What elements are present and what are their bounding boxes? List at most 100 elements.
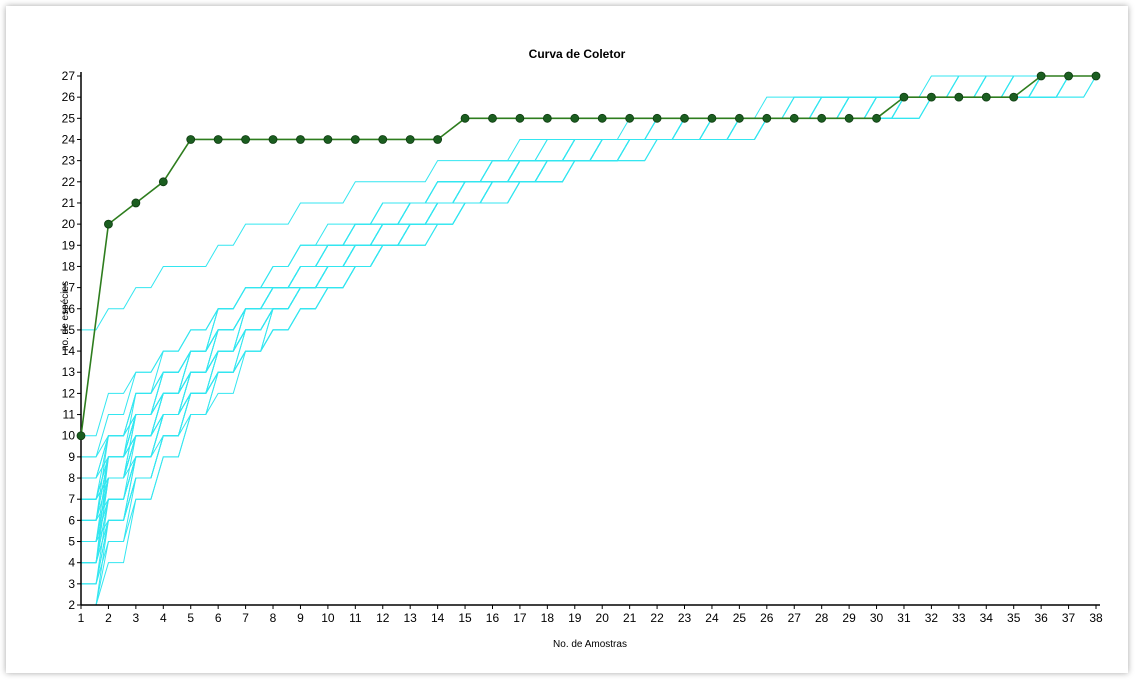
random-curve-line <box>81 75 1096 606</box>
y-tick-label: 21 <box>62 196 76 210</box>
main-series-point <box>350 135 360 144</box>
y-tick-label: 2 <box>68 598 75 612</box>
x-tick-label: 32 <box>925 611 939 625</box>
y-tick-label: 15 <box>62 323 76 337</box>
main-series-point <box>817 113 827 123</box>
random-curve-line <box>81 75 1096 479</box>
main-series-point <box>844 113 854 123</box>
random-curve-line <box>81 75 1096 564</box>
random-curve-line <box>81 75 1096 458</box>
random-curve-line <box>81 75 1096 606</box>
x-tick-label: 2 <box>105 611 112 625</box>
y-tick-label: 9 <box>68 450 75 464</box>
y-tick-label: 12 <box>62 386 76 400</box>
main-series-point <box>680 113 689 123</box>
x-tick-label: 23 <box>678 611 692 625</box>
main-series-point <box>158 177 168 187</box>
x-tick-label: 25 <box>733 611 747 625</box>
x-tick-label: 8 <box>270 611 277 625</box>
main-series-point <box>186 135 196 144</box>
x-tick-label: 37 <box>1062 611 1076 625</box>
x-tick-label: 19 <box>568 611 582 625</box>
random-curve-line <box>81 75 1096 521</box>
main-series-line <box>80 75 1096 436</box>
x-tick-label: 11 <box>349 611 362 625</box>
random-curve-line <box>81 75 1097 564</box>
main-series-point <box>1036 71 1046 81</box>
y-tick-label: 18 <box>62 259 76 273</box>
x-tick-label: 27 <box>788 611 802 625</box>
main-series-point <box>1009 92 1019 102</box>
random-curve-line <box>81 75 1096 564</box>
x-tick-label: 17 <box>513 611 527 625</box>
x-tick-label: 22 <box>650 611 664 625</box>
main-series-point <box>131 198 141 208</box>
main-series-point <box>762 113 772 123</box>
main-series-point <box>981 92 991 102</box>
y-tick-label: 3 <box>68 577 75 591</box>
main-series-layer <box>76 71 1101 441</box>
x-tick-label: 1 <box>78 611 85 625</box>
main-series-point <box>927 92 936 102</box>
main-series-point <box>954 92 964 102</box>
y-tick-label: 4 <box>68 556 75 570</box>
random-curve-line <box>81 75 1096 479</box>
x-tick-label: 10 <box>321 611 335 625</box>
main-series-point <box>460 113 470 123</box>
x-tick-label: 12 <box>376 611 390 625</box>
main-series-point <box>542 113 552 123</box>
main-series-point <box>872 113 881 123</box>
x-tick-label: 16 <box>486 611 500 625</box>
x-tick-label: 15 <box>458 611 472 625</box>
species-accumulation-chart: Curva de Coletor 23456789101112131415161… <box>60 47 1103 650</box>
x-tick-label: 3 <box>133 611 140 625</box>
x-tick-label: 35 <box>1007 611 1021 625</box>
x-tick-label: 7 <box>242 611 249 625</box>
y-tick-label: 22 <box>62 175 76 189</box>
main-series-point <box>1064 71 1073 81</box>
y-tick-label: 17 <box>62 281 76 295</box>
random-curve-line <box>81 75 1096 564</box>
x-tick-label: 5 <box>187 611 194 625</box>
y-tick-label: 11 <box>63 408 76 422</box>
x-tick-label: 30 <box>870 611 884 625</box>
x-axis-title: No. de Amostras <box>553 639 627 650</box>
random-curves-layer <box>81 75 1097 606</box>
x-tick-label: 20 <box>596 611 610 625</box>
main-series-point <box>405 135 415 144</box>
random-curve-line <box>81 75 1096 564</box>
random-curve-line <box>81 75 1096 564</box>
x-axis-ticks: 1 2 3 4 5 6 7 8 9 10 11 12 13 14 15 16 17 18 19 20 21 22 23 24 2… <box>78 605 1103 625</box>
main-series-point <box>213 135 223 144</box>
random-curve-line <box>81 75 1096 606</box>
main-series-point <box>1091 71 1101 81</box>
x-tick-label: 28 <box>815 611 829 625</box>
x-tick-label: 18 <box>541 611 555 625</box>
random-curve-line <box>81 75 1096 458</box>
x-tick-label: 13 <box>404 611 418 625</box>
y-axis-ticks: 2345678910111213141516171819202122232425… <box>62 69 81 612</box>
main-series-point <box>296 135 305 144</box>
y-tick-label: 13 <box>62 365 76 379</box>
chart-title: Curva de Coletor <box>529 47 626 61</box>
y-tick-label: 19 <box>62 238 76 252</box>
x-tick-label: 31 <box>897 611 911 625</box>
y-tick-label: 5 <box>68 535 75 549</box>
x-tick-label: 6 <box>215 611 222 625</box>
y-tick-label: 27 <box>62 69 76 83</box>
y-tick-label: 8 <box>68 471 75 485</box>
main-series-point <box>104 219 113 229</box>
main-series-point <box>515 113 525 123</box>
main-series-point <box>899 92 909 102</box>
main-series-point <box>268 135 278 144</box>
random-curve-line <box>81 75 1096 521</box>
x-tick-label: 24 <box>705 611 719 625</box>
main-series-point <box>570 113 580 123</box>
y-tick-label: 16 <box>62 302 76 316</box>
random-curve-line <box>81 75 1096 521</box>
x-tick-label: 14 <box>431 611 445 625</box>
random-curve-line <box>81 75 1096 437</box>
x-tick-label: 36 <box>1034 611 1048 625</box>
y-tick-label: 20 <box>62 217 76 231</box>
main-series-point <box>707 113 717 123</box>
